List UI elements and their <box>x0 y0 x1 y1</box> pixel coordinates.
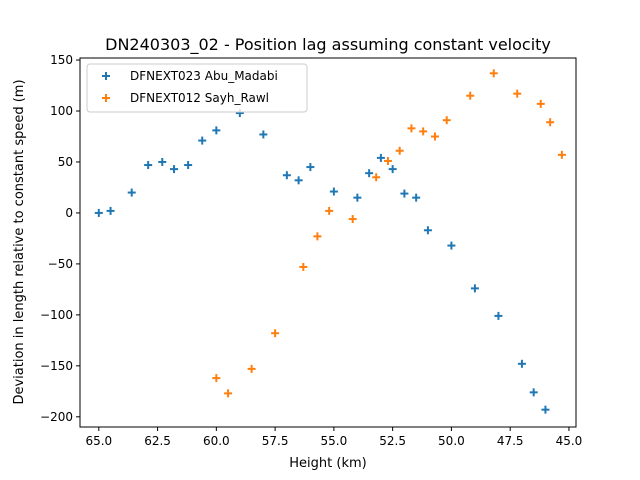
data-point <box>127 188 136 197</box>
y-tick-label: 50 <box>58 155 73 169</box>
x-axis-label: Height (km) <box>289 456 366 471</box>
data-point <box>470 284 479 293</box>
data-point <box>299 262 308 271</box>
data-point <box>170 165 179 174</box>
data-point <box>212 126 221 135</box>
chart-title: DN240303_02 - Position lag assuming cons… <box>105 35 551 55</box>
legend: DFNEXT023 Abu_Madabi DFNEXT012 Sayh_Rawl <box>86 63 308 113</box>
legend-label: DFNEXT012 Sayh_Rawl <box>130 91 269 105</box>
y-tick-label: 100 <box>50 104 73 118</box>
data-point <box>557 150 566 159</box>
y-axis-ticks: 150 100 50 0 −50 −100 −150 −200 <box>40 53 80 424</box>
data-point <box>271 329 280 338</box>
data-point <box>466 91 475 100</box>
y-tick-label: −100 <box>40 308 73 322</box>
plot-frame <box>79 57 577 428</box>
x-tick-label: 45.0 <box>556 434 583 448</box>
data-point <box>546 118 555 127</box>
data-point <box>348 215 357 224</box>
data-point <box>388 165 397 174</box>
data-markers <box>94 69 566 414</box>
data-point <box>259 130 268 139</box>
legend-box <box>86 63 308 113</box>
data-point <box>517 359 526 368</box>
data-point <box>442 116 451 125</box>
data-point <box>489 69 498 78</box>
data-point <box>447 241 456 250</box>
data-point <box>294 176 303 185</box>
x-tick-label: 47.5 <box>497 434 524 448</box>
data-point <box>329 187 338 196</box>
data-point <box>541 405 550 414</box>
data-point <box>412 193 421 202</box>
x-tick-label: 60.0 <box>203 434 230 448</box>
data-point <box>536 99 545 108</box>
data-point <box>325 206 334 215</box>
data-point <box>353 193 362 202</box>
y-tick-label: 150 <box>50 53 73 67</box>
x-tick-label: 62.5 <box>144 434 171 448</box>
x-tick-label: 57.5 <box>262 434 289 448</box>
data-point <box>430 132 439 141</box>
data-point <box>372 173 381 182</box>
data-point <box>494 311 503 320</box>
data-point <box>313 232 322 241</box>
data-point <box>224 389 233 398</box>
y-tick-label: −200 <box>40 410 73 424</box>
data-point <box>184 161 193 170</box>
x-tick-label: 50.0 <box>438 434 465 448</box>
data-point <box>365 169 374 178</box>
x-tick-label: 55.0 <box>321 434 348 448</box>
data-point <box>423 226 432 235</box>
legend-label: DFNEXT023 Abu_Madabi <box>130 69 278 83</box>
data-point <box>306 163 315 172</box>
data-point <box>400 189 409 198</box>
x-axis-ticks: 65.0 62.5 60.0 57.5 55.0 52.5 50.0 47.5 45.0 <box>85 427 582 448</box>
data-point <box>198 136 207 145</box>
data-point <box>282 171 291 180</box>
data-point <box>106 206 115 215</box>
data-point <box>247 364 256 373</box>
data-point <box>419 127 428 136</box>
y-axis-label: Deviation in length relative to constant… <box>12 79 27 404</box>
y-tick-label: −150 <box>40 359 73 373</box>
data-point <box>212 374 221 383</box>
data-point <box>395 146 404 155</box>
data-point <box>376 153 385 162</box>
y-tick-label: −50 <box>48 257 73 271</box>
data-point <box>383 156 392 165</box>
y-tick-label: 0 <box>65 206 73 220</box>
data-point <box>513 89 522 98</box>
x-tick-label: 65.0 <box>85 434 112 448</box>
x-tick-label: 52.5 <box>379 434 406 448</box>
data-point <box>144 161 153 170</box>
data-point <box>407 124 416 133</box>
data-point <box>529 388 538 397</box>
data-point <box>158 157 167 166</box>
data-point <box>94 208 103 217</box>
